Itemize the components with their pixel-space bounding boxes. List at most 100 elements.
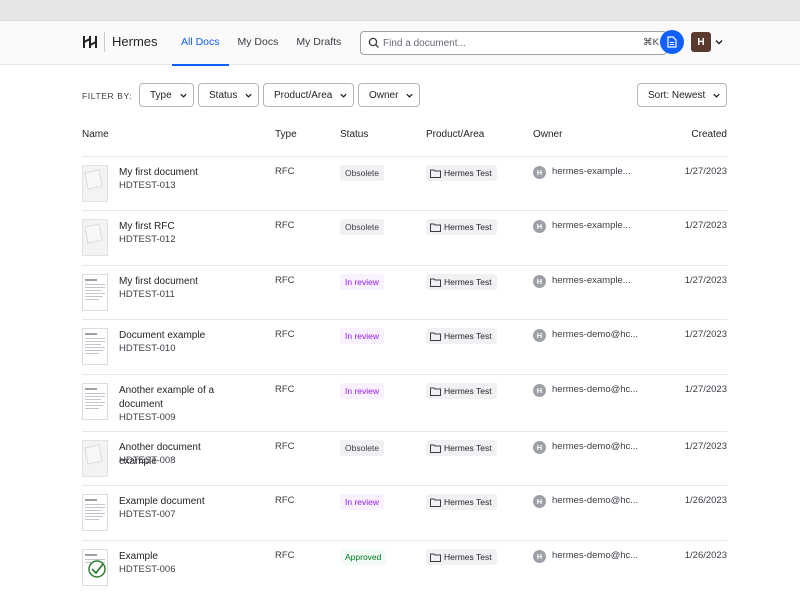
sort-label: Sort: Newest — [648, 89, 706, 101]
document-type: RFC — [275, 441, 295, 452]
created-date: 1/27/2023 — [684, 441, 727, 452]
owner-avatar: H — [533, 329, 546, 342]
table-row[interactable]: My first RFC HDTEST-012 RFC Obsolete Hermes … — [82, 211, 727, 266]
document-title[interactable]: My first RFC — [119, 221, 175, 232]
table-row[interactable]: Another example of a document HDTEST-009 R… — [82, 375, 727, 432]
owner-email: hermes-demo@hc... — [552, 384, 639, 395]
owner-avatar: H — [533, 550, 546, 563]
tab-my-docs[interactable]: My Docs — [237, 36, 279, 48]
product-filter-label: Product/Area — [274, 89, 333, 101]
document-title[interactable]: My first document — [119, 167, 198, 178]
document-id: HDTEST-007 — [119, 509, 176, 520]
approved-document-thumbnail-icon — [82, 549, 108, 586]
owner-email: hermes-demo@hc... — [552, 441, 639, 452]
status-badge: In review — [340, 494, 385, 510]
folder-icon — [430, 278, 441, 287]
document-title[interactable]: Example document — [119, 496, 205, 507]
created-date: 1/27/2023 — [684, 220, 727, 231]
document-title[interactable]: My first document — [119, 276, 198, 287]
obsolete-document-thumbnail-icon — [82, 165, 108, 202]
column-header-name[interactable]: Name — [82, 129, 109, 140]
document-thumbnail-icon — [82, 383, 108, 420]
document-thumbnail-icon — [82, 274, 108, 311]
document-type: RFC — [275, 495, 295, 506]
document-id: HDTEST-013 — [119, 180, 176, 191]
document-title[interactable]: Another example of a document — [119, 385, 215, 410]
owner-email: hermes-example... — [552, 166, 631, 177]
document-thumbnail-icon — [82, 328, 108, 365]
document-title[interactable]: Another document example — [119, 442, 201, 467]
document-id: HDTEST-012 — [119, 234, 176, 245]
status-badge: In review — [340, 383, 385, 399]
status-badge: Obsolete — [340, 219, 385, 235]
table-header-divider — [82, 156, 727, 157]
table-row[interactable]: My first document HDTEST-011 RFC In review H… — [82, 266, 727, 320]
owner-avatar: H — [533, 384, 546, 397]
filter-label: FILTER BY: — [82, 91, 133, 101]
table-row[interactable]: Document example HDTEST-010 RFC In review He… — [82, 320, 727, 375]
created-date: 1/27/2023 — [684, 329, 727, 340]
table-row[interactable]: My first document HDTEST-013 RFC Obsolete He… — [82, 157, 727, 211]
sort-dropdown[interactable]: Sort: Newest — [637, 83, 727, 107]
status-badge: Obsolete — [340, 165, 385, 181]
owner-email: hermes-demo@hc... — [552, 495, 639, 506]
status-filter-label: Status — [209, 89, 238, 101]
chevron-down-icon[interactable] — [714, 37, 724, 47]
document-title[interactable]: Example — [119, 551, 158, 562]
column-header-product[interactable]: Product/Area — [426, 129, 485, 140]
column-header-created[interactable]: Created — [691, 129, 727, 140]
product-label: Hermes Test — [444, 552, 492, 562]
new-document-icon — [667, 36, 677, 48]
document-id: HDTEST-010 — [119, 343, 176, 354]
tab-my-drafts[interactable]: My Drafts — [296, 36, 342, 48]
document-id: HDTEST-009 — [119, 412, 176, 423]
obsolete-document-thumbnail-icon — [82, 440, 108, 477]
product-badge: Hermes Test — [426, 549, 497, 565]
product-badge: Hermes Test — [426, 494, 497, 510]
status-filter-dropdown[interactable]: Status — [198, 83, 259, 107]
created-date: 1/27/2023 — [684, 166, 727, 177]
owner-avatar: H — [533, 495, 546, 508]
column-header-owner[interactable]: Owner — [533, 129, 563, 140]
document-id: HDTEST-006 — [119, 564, 176, 575]
type-filter-dropdown[interactable]: Type — [139, 83, 194, 107]
search-input[interactable] — [383, 32, 613, 54]
owner-avatar: H — [533, 441, 546, 454]
owner-filter-dropdown[interactable]: Owner — [358, 83, 420, 107]
chevron-down-icon — [180, 93, 187, 98]
document-type: RFC — [275, 275, 295, 286]
created-date: 1/26/2023 — [684, 495, 727, 506]
table-row[interactable]: Example document HDTEST-007 RFC In review He… — [82, 486, 727, 541]
hermes-logo-icon[interactable] — [82, 33, 98, 51]
search-box[interactable]: ⌘K — [360, 31, 667, 55]
folder-icon — [430, 169, 441, 178]
status-badge: In review — [340, 328, 385, 344]
document-title[interactable]: Document example — [119, 330, 206, 341]
new-document-button[interactable] — [660, 30, 684, 54]
table-row[interactable]: Example HDTEST-006 RFC Approved Hermes Test H… — [82, 541, 727, 600]
user-avatar[interactable]: H — [691, 32, 711, 52]
product-label: Hermes Test — [444, 168, 492, 178]
status-badge: In review — [340, 274, 385, 290]
search-shortcut: ⌘K — [643, 37, 659, 48]
tab-all-docs[interactable]: All Docs — [172, 21, 229, 66]
product-label: Hermes Test — [444, 497, 492, 507]
document-type: RFC — [275, 220, 295, 231]
status-badge: Approved — [340, 549, 387, 565]
folder-icon — [430, 332, 441, 341]
document-type: RFC — [275, 550, 295, 561]
table-row[interactable]: Another document example HDTEST-008 RFC Obs… — [82, 432, 727, 486]
owner-avatar: H — [533, 275, 546, 288]
document-id: HDTEST-008 — [119, 455, 176, 466]
search-icon — [368, 37, 379, 48]
product-badge: Hermes Test — [426, 383, 497, 399]
app-window: Hermes All Docs My Docs My Drafts ⌘K H — [0, 20, 800, 600]
column-header-type[interactable]: Type — [275, 129, 297, 140]
chevron-down-icon — [340, 93, 348, 98]
column-header-status[interactable]: Status — [340, 129, 369, 140]
chevron-down-icon — [245, 93, 253, 98]
chevron-down-icon — [406, 93, 414, 98]
product-filter-dropdown[interactable]: Product/Area — [263, 83, 354, 107]
document-type: RFC — [275, 384, 295, 395]
folder-icon — [430, 387, 441, 396]
